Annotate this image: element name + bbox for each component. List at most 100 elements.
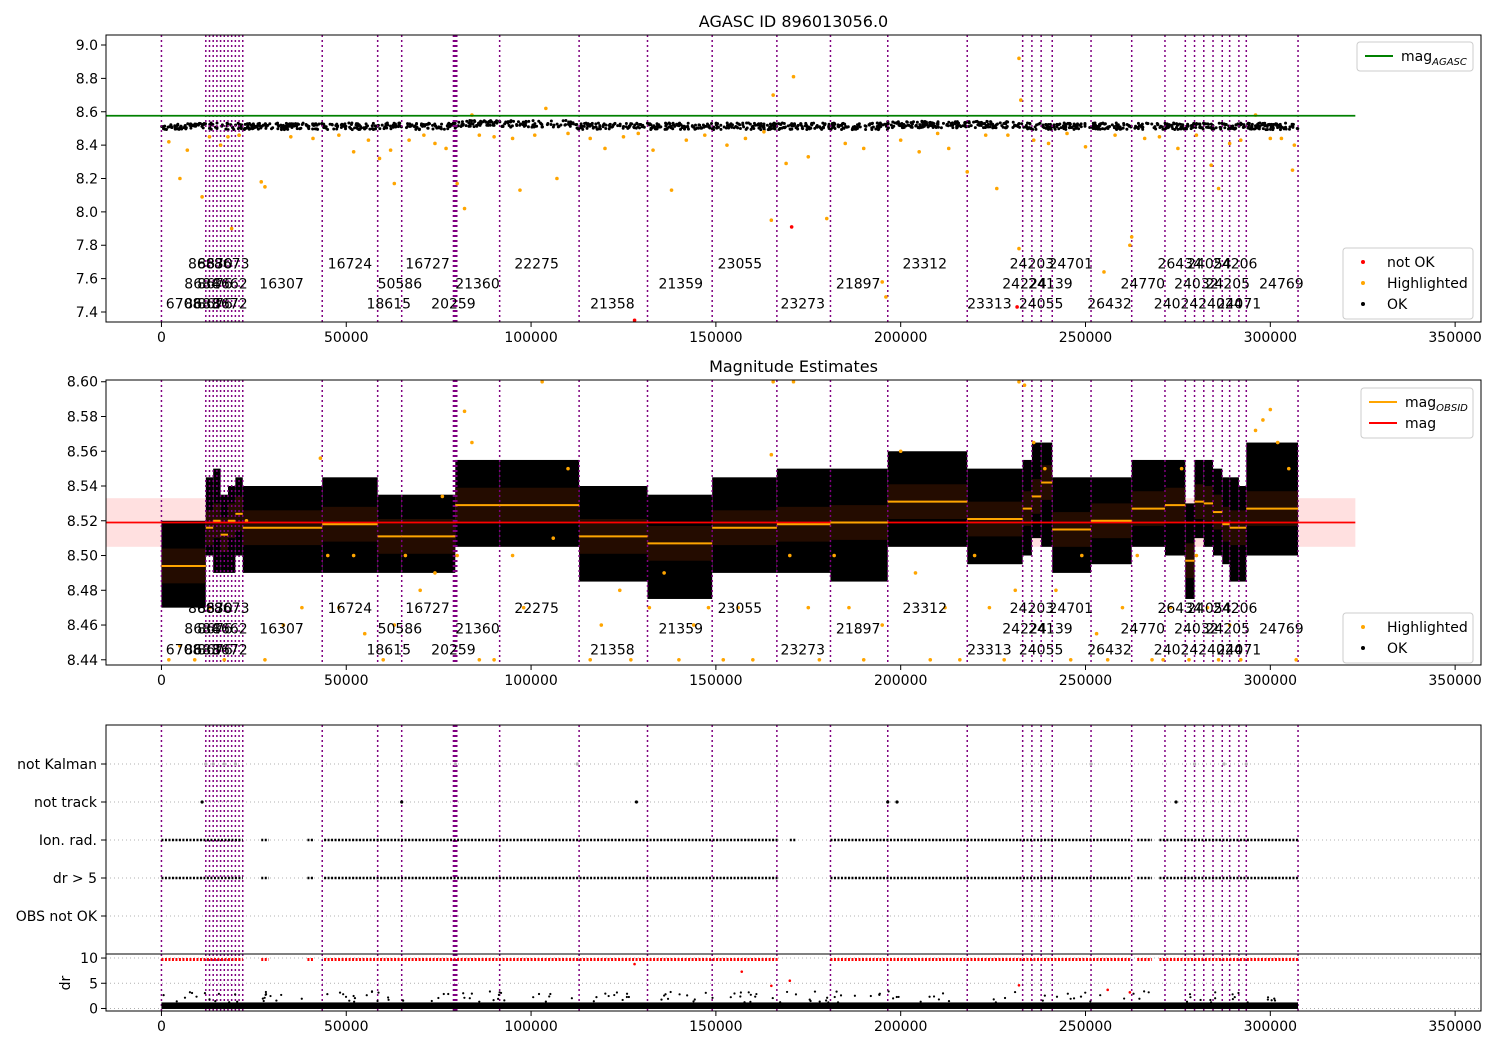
ok-point bbox=[460, 120, 464, 124]
obsid-label: 23312 bbox=[902, 257, 947, 273]
ok-point bbox=[632, 126, 636, 130]
obsid-label: 24769 bbox=[1259, 277, 1304, 293]
highlighted-point bbox=[178, 176, 182, 181]
x-tick-label: 350000 bbox=[1428, 330, 1481, 346]
ok-point bbox=[984, 123, 988, 127]
highlighted-point bbox=[603, 146, 607, 151]
ok-point bbox=[1269, 125, 1273, 129]
ok-point bbox=[610, 125, 614, 129]
ok-point bbox=[1176, 127, 1180, 131]
ok-point bbox=[1125, 127, 1129, 131]
highlighted-point bbox=[1017, 380, 1021, 384]
highlighted-point bbox=[1068, 657, 1073, 662]
highlighted-point bbox=[300, 605, 304, 610]
ok-point bbox=[1137, 124, 1141, 128]
y-tick-label: 8.4 bbox=[76, 138, 98, 154]
dr-ok-point bbox=[754, 995, 757, 998]
highlighted-point bbox=[691, 623, 696, 627]
obsid-label: 23055 bbox=[718, 601, 763, 617]
flag-point bbox=[1089, 762, 1093, 766]
legend-point-swatch bbox=[1361, 260, 1365, 264]
ok-point bbox=[465, 119, 469, 123]
ok-point bbox=[304, 123, 308, 127]
y-tick-label: 8.2 bbox=[76, 172, 98, 188]
ok-point bbox=[250, 125, 254, 129]
ok-point bbox=[1198, 125, 1202, 129]
ok-point bbox=[799, 123, 803, 127]
highlighted-point bbox=[492, 134, 496, 139]
dr-ok-point bbox=[353, 997, 357, 1000]
ok-point bbox=[285, 127, 289, 131]
dr-ok-point bbox=[1270, 999, 1273, 1002]
ok-point bbox=[979, 121, 983, 125]
ok-point bbox=[598, 124, 602, 128]
highlighted-point bbox=[1083, 144, 1088, 149]
dr-ok-point bbox=[275, 999, 278, 1002]
dr-ok-point bbox=[1066, 992, 1069, 995]
dr-ok-point bbox=[794, 993, 798, 996]
dr-ok-point bbox=[733, 992, 736, 995]
ok-point bbox=[274, 122, 278, 126]
ok-point bbox=[982, 122, 986, 126]
not-ok-point bbox=[632, 318, 637, 322]
highlighted-point bbox=[861, 146, 866, 151]
dr-ok-point bbox=[370, 990, 374, 993]
highlighted-point bbox=[1113, 133, 1117, 137]
ok-point bbox=[692, 125, 696, 129]
ok-point bbox=[540, 125, 544, 129]
dr-ok-point bbox=[387, 998, 390, 1001]
obsid-dividers bbox=[160, 725, 1299, 954]
ok-point bbox=[712, 125, 716, 129]
dr-ok-point bbox=[1143, 990, 1146, 993]
not-ok-points bbox=[632, 225, 1019, 322]
dr-ok-band bbox=[161, 1002, 1299, 1009]
ok-point bbox=[686, 121, 690, 125]
ok-point bbox=[1275, 122, 1279, 126]
obsid-label: 26432 bbox=[1087, 643, 1132, 659]
ok-point bbox=[1136, 121, 1140, 125]
ok-point bbox=[167, 125, 171, 129]
ok-point bbox=[1103, 122, 1107, 126]
dr-ok-point bbox=[739, 995, 742, 998]
obsid-label: 26434 bbox=[1157, 601, 1202, 617]
ok-point bbox=[1282, 127, 1286, 131]
obsid-label: 23313 bbox=[967, 297, 1012, 313]
ok-point bbox=[1068, 121, 1072, 125]
ok-point bbox=[741, 121, 745, 125]
ok-point bbox=[585, 126, 589, 130]
obsid-label: 21897 bbox=[836, 277, 881, 293]
ok-point bbox=[364, 122, 368, 126]
dr-ok-point bbox=[669, 990, 672, 994]
ok-point bbox=[420, 122, 424, 126]
panel3-y-axis: not Kalman not track Ion. rad. dr > 5 OBS no… bbox=[16, 757, 106, 925]
dr-ok-point bbox=[262, 999, 265, 1003]
y-tick-label: 8.46 bbox=[67, 618, 98, 634]
ok-point bbox=[1068, 125, 1072, 129]
ok-point bbox=[370, 124, 374, 128]
obsid-label: 21359 bbox=[658, 622, 703, 638]
ok-point bbox=[916, 125, 920, 129]
ok-point bbox=[1083, 122, 1087, 126]
dr-ok-point bbox=[548, 995, 551, 998]
obsid-label: 21360 bbox=[455, 277, 500, 293]
highlighted-point bbox=[422, 133, 426, 137]
highlighted-point bbox=[521, 605, 526, 610]
ok-point bbox=[1075, 122, 1079, 126]
ok-point bbox=[618, 124, 622, 128]
legend-label: OK bbox=[1387, 297, 1408, 313]
obsid-label: 24032 bbox=[1174, 277, 1219, 293]
dr-ok-point bbox=[498, 991, 501, 994]
panel1-legend-bottom: not OK Highlighted OK bbox=[1342, 247, 1474, 320]
ok-point bbox=[475, 124, 479, 128]
ok-point bbox=[1255, 124, 1259, 128]
obsid-label: 24071 bbox=[1217, 297, 1262, 313]
highlighted-point bbox=[566, 466, 570, 471]
highlighted-point bbox=[662, 571, 666, 575]
ok-point bbox=[790, 127, 794, 131]
highlighted-point bbox=[1157, 134, 1162, 139]
dr-ok-point bbox=[1188, 993, 1192, 996]
ok-point bbox=[1198, 122, 1202, 126]
highlighted-point bbox=[880, 623, 885, 627]
highlighted-points bbox=[167, 56, 1297, 299]
ok-point bbox=[448, 125, 452, 129]
